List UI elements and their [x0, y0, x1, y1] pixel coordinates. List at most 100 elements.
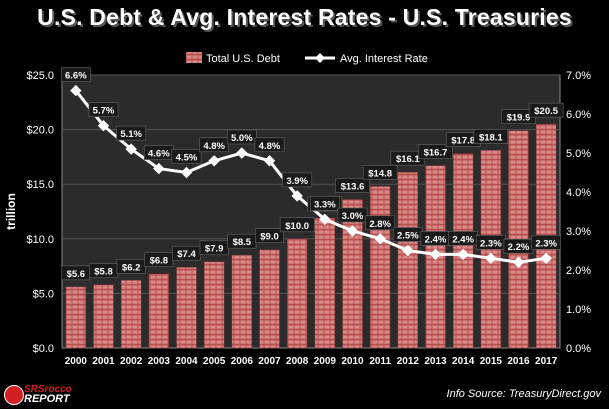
rate-label-box — [226, 129, 257, 145]
rate-value-label: 2.3% — [535, 238, 557, 249]
y-tick-label: $10.0 — [26, 234, 54, 246]
rate-value-label: 4.6% — [148, 149, 170, 160]
rate-label-box — [254, 137, 285, 153]
interest-rate-point — [540, 252, 552, 265]
rate-label-box — [199, 137, 230, 153]
rate-value-label: 3.9% — [286, 176, 308, 187]
logo-line2: REPORT — [24, 393, 70, 405]
rate-label-box — [88, 102, 119, 117]
legend-label-debt: Total U.S. Debt — [206, 53, 280, 65]
debt-label-box — [528, 102, 564, 118]
interest-rate-point — [125, 143, 137, 155]
plot-area — [61, 74, 561, 349]
debt-bar — [369, 186, 391, 349]
debt-value-label: $14.8 — [368, 168, 392, 179]
interest-rate-point — [319, 213, 331, 226]
debt-label-box — [335, 178, 370, 193]
rate-label-box — [60, 67, 91, 82]
debt-value-label: $10.0 — [285, 221, 309, 232]
x-tick-label: 2011 — [369, 356, 391, 367]
debt-value-label: $5.6 — [67, 269, 86, 280]
rate-value-label: 5.7% — [93, 106, 115, 117]
y2-tick-label: 3.0% — [566, 226, 591, 238]
debt-bar — [314, 217, 336, 349]
debt-bar — [203, 261, 225, 349]
x-tick-label: 2015 — [480, 356, 503, 367]
debt-label-box — [418, 144, 453, 159]
interest-rate-point — [346, 225, 359, 237]
y2-tick-label: 4.0% — [566, 187, 591, 199]
rate-value-label: 5.1% — [120, 129, 142, 140]
x-tick-label: 2003 — [148, 356, 171, 367]
debt-bar — [120, 280, 142, 349]
x-tick-label: 2016 — [507, 356, 530, 367]
y2-tick-label: 7.0% — [566, 70, 591, 82]
debt-bar — [342, 199, 363, 349]
debt-bar — [231, 254, 253, 349]
debt-value-label: $6.2 — [122, 262, 141, 273]
legend-swatch-debt — [186, 52, 202, 63]
debt-bar — [148, 273, 170, 349]
debt-value-label: $13.6 — [341, 181, 365, 192]
interest-rate-point — [70, 84, 82, 97]
x-tick-label: 2004 — [175, 356, 198, 367]
x-tick-label: 2010 — [341, 356, 364, 367]
x-tick-label: 2013 — [424, 356, 447, 367]
interest-rate-point — [402, 244, 414, 257]
x-tick-label: 2017 — [535, 356, 558, 367]
interest-rate-point — [153, 162, 165, 175]
debt-bar — [93, 284, 114, 349]
y2-tick-label: 5.0% — [566, 148, 591, 160]
logo-line1: SRSrocco — [24, 384, 72, 395]
rate-value-label: 5.0% — [231, 133, 253, 144]
interest-rate-point — [512, 256, 525, 268]
interest-rate-point — [208, 155, 220, 167]
x-tick-label: 2001 — [92, 356, 115, 367]
debt-value-label: $9.0 — [260, 232, 279, 243]
interest-rate-point — [97, 119, 110, 132]
chart-title: U.S. Debt & Avg. Interest Rates - U.S. T… — [37, 4, 572, 30]
debt-label-box — [362, 165, 398, 180]
rate-value-label: 3.0% — [342, 211, 364, 222]
y2-tick-label: 1.0% — [566, 304, 591, 316]
debt-value-label: $7.9 — [205, 244, 224, 255]
rate-value-label: 4.8% — [259, 141, 281, 152]
debt-value-label: $17.8 — [451, 136, 475, 147]
rate-label-box — [282, 172, 313, 188]
debt-value-label: $16.1 — [396, 154, 420, 165]
rate-label-box — [171, 149, 202, 164]
debt-bar — [397, 171, 419, 349]
rate-label-box — [337, 207, 368, 223]
x-tick-label: 2005 — [203, 356, 226, 367]
rate-value-label: 2.4% — [452, 234, 474, 245]
y2-tick-label: 0.0% — [566, 343, 591, 355]
debt-bar — [65, 286, 87, 349]
rate-value-label: 2.8% — [369, 219, 391, 230]
debt-bar — [259, 249, 280, 349]
y-tick-label: $0.0 — [33, 343, 54, 355]
legend-marker-rate — [315, 53, 325, 63]
rate-value-label: 6.6% — [65, 71, 87, 82]
source-note: Info Source: TreasuryDirect.gov — [446, 388, 601, 400]
y-axis-label: trillion — [4, 193, 18, 230]
debt-label-box — [473, 129, 509, 144]
x-tick-label: 2008 — [286, 356, 309, 367]
debt-bar — [176, 266, 197, 349]
y-tick-label: $5.0 — [33, 288, 54, 300]
legend-label-rate: Avg. Interest Rate — [340, 53, 428, 65]
rate-value-label: 2.2% — [508, 242, 530, 253]
debt-value-label: $16.7 — [424, 148, 448, 159]
y-tick-label: $20.0 — [26, 125, 54, 137]
interest-rate-point — [374, 233, 386, 245]
interest-rate-point — [263, 155, 276, 167]
debt-value-label: $8.5 — [233, 237, 252, 248]
rate-label-box — [116, 125, 147, 141]
debt-value-label: $5.8 — [94, 267, 113, 278]
x-tick-label: 2006 — [231, 356, 254, 367]
y-tick-label: $15.0 — [26, 179, 54, 191]
y-tick-label: $25.0 — [26, 70, 54, 82]
interest-rate-point — [180, 166, 193, 179]
interest-rate-point — [429, 248, 442, 261]
debt-label-box — [255, 228, 285, 244]
